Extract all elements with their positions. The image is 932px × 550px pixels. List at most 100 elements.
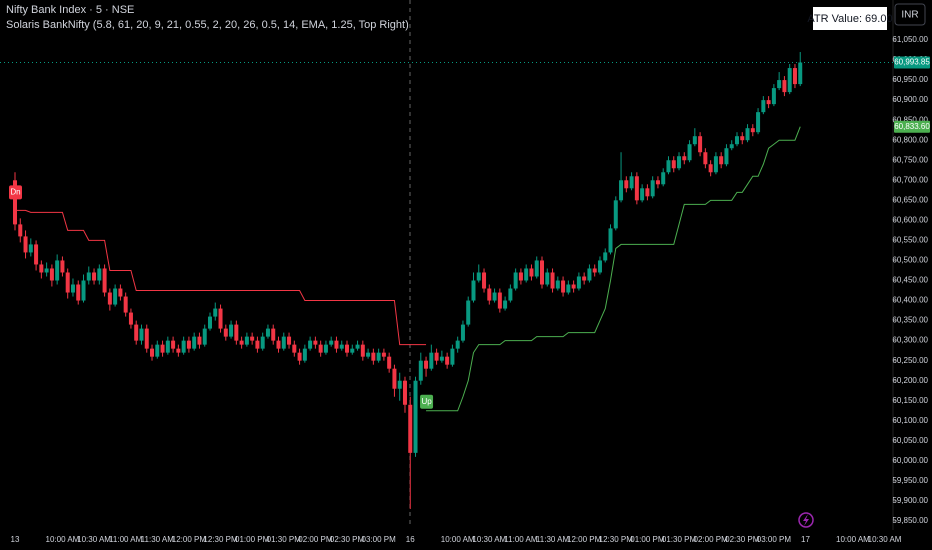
currency-button[interactable] bbox=[894, 3, 926, 26]
candle-body bbox=[424, 360, 429, 369]
info-box bbox=[813, 7, 887, 30]
candle-body bbox=[561, 280, 566, 293]
candle-body bbox=[708, 164, 713, 173]
currency-label[interactable]: INR bbox=[901, 10, 918, 21]
candle-body bbox=[460, 324, 465, 341]
plot-area: Dn Up bbox=[9, 52, 803, 509]
candle-body bbox=[429, 352, 434, 369]
candle-body bbox=[229, 324, 234, 337]
y-tick-label: 60,000.00 bbox=[892, 456, 928, 465]
candle-body bbox=[18, 224, 23, 237]
candle-body bbox=[571, 284, 576, 289]
x-tick-label: 12:00 PM bbox=[567, 535, 602, 544]
candle-body bbox=[118, 288, 123, 297]
candle-body bbox=[671, 160, 676, 169]
y-tick-label: 60,650.00 bbox=[892, 195, 928, 204]
x-tick-label: 01:00 PM bbox=[235, 535, 270, 544]
candle-body bbox=[271, 328, 276, 341]
candle-body bbox=[582, 276, 587, 281]
candle-body bbox=[524, 268, 529, 281]
alert-icon[interactable] bbox=[798, 512, 814, 528]
x-tick-label: 02:30 PM bbox=[330, 535, 365, 544]
last-price-label: 60,993.85 bbox=[894, 58, 930, 67]
x-tick-label: 10:00 AM bbox=[46, 535, 80, 544]
candle-body bbox=[529, 268, 534, 277]
candle-body bbox=[634, 176, 639, 201]
candle-body bbox=[545, 272, 550, 285]
candle-body bbox=[197, 336, 202, 345]
candle-body bbox=[192, 336, 197, 349]
y-tick-label: 60,700.00 bbox=[892, 175, 928, 184]
x-tick-label: 02:30 PM bbox=[725, 535, 760, 544]
candle-body bbox=[592, 268, 597, 273]
candle-body bbox=[450, 348, 455, 365]
x-tick-label: 10:30 AM bbox=[868, 535, 902, 544]
candle-body bbox=[360, 344, 365, 357]
trend-value-tag bbox=[894, 120, 930, 133]
last-price-tag bbox=[894, 56, 930, 69]
trend-value-label: 60,833.60 bbox=[894, 122, 930, 131]
candle-body bbox=[798, 62, 803, 85]
y-tick-label: 60,750.00 bbox=[892, 155, 928, 164]
candle-body bbox=[265, 328, 270, 337]
candle-body bbox=[366, 352, 371, 357]
candle-body bbox=[587, 268, 592, 281]
info-text: ATR Value: 69.00 bbox=[807, 13, 892, 25]
y-tick-label: 60,600.00 bbox=[892, 215, 928, 224]
candle-body bbox=[81, 280, 86, 301]
candle-body bbox=[750, 128, 755, 133]
candle-body bbox=[734, 136, 739, 145]
candle-body bbox=[413, 380, 418, 453]
candle-body bbox=[13, 180, 17, 225]
candle-body bbox=[218, 308, 223, 329]
candle-body bbox=[55, 260, 60, 281]
candle-body bbox=[60, 260, 65, 273]
candle-body bbox=[492, 292, 497, 301]
candle-body bbox=[550, 272, 555, 289]
candle-body bbox=[318, 344, 323, 353]
candle-body bbox=[650, 180, 655, 197]
candle-body bbox=[39, 264, 44, 273]
x-tick-label: 10:00 AM bbox=[836, 535, 870, 544]
candle-body bbox=[698, 136, 703, 153]
candle-body bbox=[339, 344, 344, 349]
candle-body bbox=[402, 380, 407, 405]
y-tick-label: 60,350.00 bbox=[892, 316, 928, 325]
candle-body bbox=[297, 352, 302, 361]
buy-signal: Up bbox=[421, 397, 432, 406]
y-tick-label: 59,950.00 bbox=[892, 476, 928, 485]
candle-body bbox=[439, 356, 444, 361]
candle-body bbox=[508, 288, 513, 301]
candle-body bbox=[97, 268, 102, 281]
candle-body bbox=[518, 272, 523, 281]
y-tick-label: 60,250.00 bbox=[892, 356, 928, 365]
candle-body bbox=[223, 328, 228, 337]
y-tick-label: 59,900.00 bbox=[892, 496, 928, 505]
candle-body bbox=[292, 344, 297, 353]
y-tick-label: 60,150.00 bbox=[892, 396, 928, 405]
candle-body bbox=[713, 156, 718, 173]
y-tick-label: 61,050.00 bbox=[892, 35, 928, 44]
candle-body bbox=[597, 260, 602, 273]
y-tick-label: 60,400.00 bbox=[892, 296, 928, 305]
candle-body bbox=[123, 296, 128, 313]
candle-body bbox=[513, 272, 518, 289]
candle-body bbox=[487, 288, 492, 301]
candle-body bbox=[655, 180, 660, 185]
candle-body bbox=[250, 336, 255, 341]
candle-body bbox=[782, 80, 787, 93]
x-tick-label: 11:30 AM bbox=[141, 535, 175, 544]
trend-line bbox=[426, 126, 801, 412]
candle-body bbox=[355, 344, 360, 349]
candle-body bbox=[445, 356, 450, 365]
candle-body bbox=[555, 280, 560, 289]
candle-body bbox=[313, 340, 318, 345]
x-tick-label: 03:00 PM bbox=[757, 535, 792, 544]
x-tick-label: 12:00 PM bbox=[172, 535, 207, 544]
candle-body bbox=[70, 284, 75, 293]
candle-body bbox=[350, 348, 355, 353]
candle-body bbox=[234, 324, 239, 341]
candle-body bbox=[792, 68, 797, 85]
candle-body bbox=[576, 276, 581, 289]
candle-body bbox=[107, 292, 112, 305]
